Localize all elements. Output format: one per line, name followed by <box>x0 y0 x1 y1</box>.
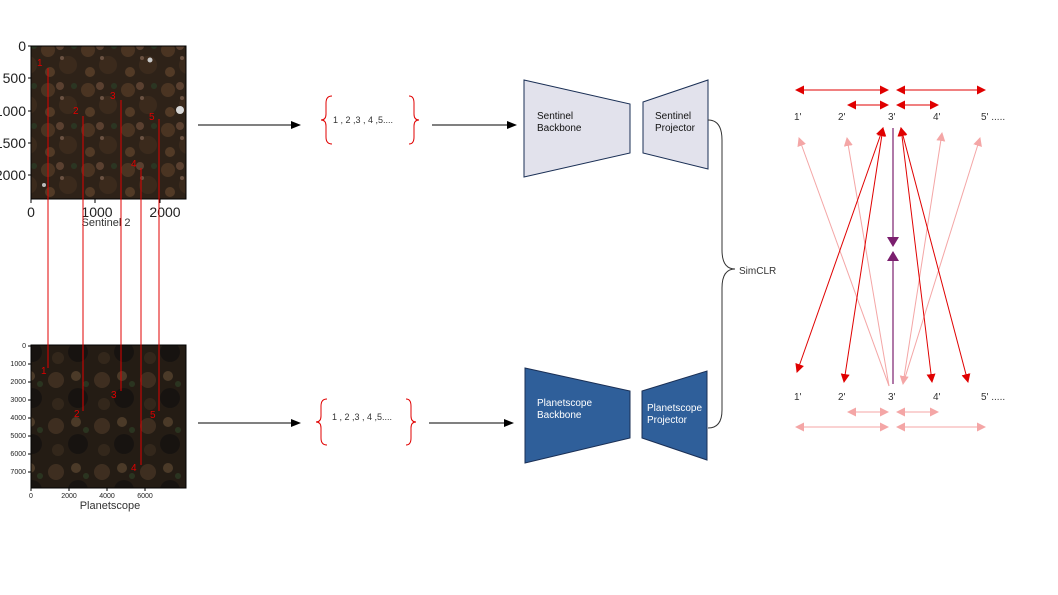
planetscope-backbone-label: Planetscope Backbone <box>537 398 592 421</box>
sequence-brace-bottom: 1 , 2 ,3 , 4 ,5.... <box>315 398 417 446</box>
sentinel-plot: 0 500 1000 1500 2000 0 1000 2000 Sentine… <box>0 38 187 229</box>
cloud-speck <box>42 183 46 187</box>
sentinel-y-tick: 1000 <box>0 103 26 119</box>
planetscope-point-label: 3 <box>111 390 117 401</box>
sentinel-projector-label: Sentinel Projector <box>655 111 696 134</box>
top-node-label: 3' <box>888 112 896 123</box>
sentinel-x-axis: 0 1000 2000 <box>27 199 181 220</box>
sentinel-point-label: 5 <box>149 112 155 123</box>
negative-pair-arrow <box>899 132 946 385</box>
sentinel-y-tick: 2000 <box>0 167 26 183</box>
sentinel-point-label: 4 <box>131 159 137 170</box>
sentinel-x-tick: 1000 <box>81 204 112 220</box>
planetscope-point-label: 2 <box>74 409 80 420</box>
sentinel-backbone-label: Sentinel Backbone <box>537 111 582 134</box>
sequence-brace-top: 1 , 2 ,3 , 4 ,5.... <box>320 95 420 145</box>
planetscope-y-tick: 2000 <box>10 379 26 386</box>
sentinel-point-label: 3 <box>110 91 116 102</box>
planetscope-x-tick: 0 <box>29 493 33 500</box>
sentinel-x-tick: 0 <box>27 204 35 220</box>
negative-pair-arrow <box>898 127 971 383</box>
contrastive-graph: 1' 2' 3' 4' 5' ..... 1' 2' 3' 4' 5' ....… <box>794 85 1005 432</box>
planetscope-x-tick: 2000 <box>61 493 77 500</box>
planetscope-y-tick: 5000 <box>10 433 26 440</box>
negative-pair-arrow <box>840 127 887 383</box>
sentinel-x-tick: 2000 <box>149 204 180 220</box>
planetscope-point-label: 1 <box>41 366 47 377</box>
cloud-speck <box>147 57 153 63</box>
sentinel-y-tick: 0 <box>18 38 26 54</box>
top-node-label: 1' <box>794 112 802 123</box>
sentinel-y-tick: 500 <box>3 70 27 86</box>
correspondence-lines <box>47 68 160 465</box>
planetscope-y-tick: 4000 <box>10 415 26 422</box>
sentinel-point-label: 1 <box>37 58 43 69</box>
planetscope-x-axis: 0 2000 4000 6000 <box>29 488 153 500</box>
sentinel-y-axis: 0 500 1000 1500 2000 <box>0 38 31 183</box>
planetscope-projector-label: Planetscope Projector <box>647 403 702 426</box>
planetscope-image <box>31 345 186 488</box>
sentinel-image <box>31 46 186 199</box>
sequence-text-bottom: 1 , 2 ,3 , 4 ,5.... <box>332 412 392 422</box>
negative-pair-arrow <box>902 137 982 385</box>
planetscope-y-tick: 0 <box>22 343 26 350</box>
top-node-label: 4' <box>933 112 941 123</box>
planetscope-y-tick: 1000 <box>10 361 26 368</box>
planetscope-y-tick: 6000 <box>10 451 26 458</box>
bottom-node-label: 5' ..... <box>981 392 1005 403</box>
negative-pair-arrow <box>897 127 936 383</box>
negative-pair-arrow <box>795 127 885 373</box>
negative-pair-arrow <box>843 137 890 387</box>
sentinel-caption: Sentinel 2 <box>82 217 131 229</box>
planetscope-point-label: 4 <box>131 463 137 474</box>
sequence-text-top: 1 , 2 ,3 , 4 ,5.... <box>333 115 393 125</box>
planetscope-y-tick: 3000 <box>10 397 26 404</box>
planetscope-x-tick: 6000 <box>137 493 153 500</box>
bottom-node-label: 3' <box>888 392 896 403</box>
planetscope-backbone: Planetscope Backbone <box>524 367 631 464</box>
simclr-brace: SimCLR <box>707 119 776 429</box>
sentinel-y-tick: 1500 <box>0 135 26 151</box>
planetscope-projector: Planetscope Projector <box>641 370 708 461</box>
cloud-speck <box>176 106 184 114</box>
top-node-label: 2' <box>838 112 846 123</box>
planetscope-y-axis: 0 1000 2000 3000 4000 5000 6000 7000 <box>10 343 31 476</box>
sentinel-backbone: Sentinel Backbone <box>523 79 631 178</box>
bottom-node-label: 1' <box>794 392 802 403</box>
sentinel-projector: Sentinel Projector <box>642 79 709 170</box>
bottom-node-label: 4' <box>933 392 941 403</box>
planetscope-x-tick: 4000 <box>99 493 115 500</box>
sentinel-point-label: 2 <box>73 106 79 117</box>
planetscope-point-label: 5 <box>150 410 156 421</box>
simclr-label: SimCLR <box>739 266 776 277</box>
bottom-node-label: 2' <box>838 392 846 403</box>
top-node-label: 5' ..... <box>981 112 1005 123</box>
planetscope-y-tick: 7000 <box>10 469 26 476</box>
planetscope-caption: Planetscope <box>80 500 141 512</box>
planetscope-plot: 0 1000 2000 3000 4000 5000 6000 7000 0 2… <box>10 343 187 512</box>
